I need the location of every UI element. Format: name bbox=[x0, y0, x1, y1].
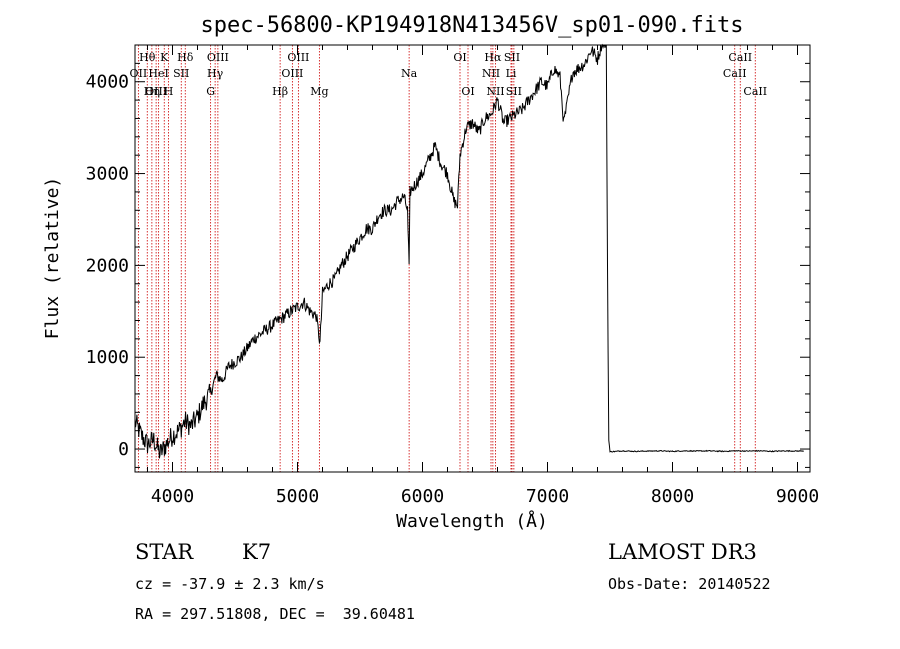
y-tick-label: 2000 bbox=[86, 255, 129, 276]
line-marker-label-16: Na bbox=[401, 67, 418, 80]
line-marker-label-4: Hδ bbox=[177, 51, 194, 64]
plot-frame bbox=[134, 44, 811, 473]
y-tick-label: 3000 bbox=[86, 164, 129, 185]
survey-name: LAMOST DR3 bbox=[608, 540, 757, 564]
object-subclass: K7 bbox=[242, 540, 272, 564]
line-marker-label-15: Mg bbox=[310, 85, 328, 98]
x-tick-label: 8000 bbox=[651, 486, 694, 507]
chart-title: spec-56800-KP194918N413456V_sp01-090.fit… bbox=[200, 13, 743, 38]
line-marker-label-8: H bbox=[164, 85, 174, 98]
observation-date: Obs-Date: 20140522 bbox=[608, 575, 771, 593]
line-marker-label-10: Hγ bbox=[207, 67, 224, 80]
line-marker-label-12: OIII bbox=[287, 51, 309, 64]
line-marker-label-25: CaII bbox=[728, 51, 752, 64]
line-marker-label-0: Hθ bbox=[139, 51, 156, 64]
redshift-cz: cz = -37.9 ± 2.3 km/s bbox=[135, 575, 325, 593]
emission-line-markers bbox=[137, 45, 756, 472]
line-marker-label-18: OI bbox=[461, 85, 474, 98]
object-class: STAR bbox=[135, 540, 194, 564]
line-marker-label-27: CaII bbox=[743, 85, 767, 98]
line-marker-label-5: HeI bbox=[148, 67, 168, 80]
line-marker-label-17: OI bbox=[453, 51, 466, 64]
x-tick-label: 6000 bbox=[401, 486, 444, 507]
y-tick-label: 1000 bbox=[86, 347, 129, 368]
line-marker-label-1: OII bbox=[130, 67, 148, 80]
y-axis-label: Flux (relative) bbox=[42, 177, 63, 340]
line-marker-label-6: SII bbox=[173, 67, 189, 80]
line-marker-label-3: K bbox=[160, 51, 169, 64]
x-tick-label: 4000 bbox=[151, 486, 194, 507]
line-marker-label-24: SII bbox=[506, 85, 522, 98]
x-axis-label: Wavelength (Å) bbox=[396, 510, 548, 532]
line-marker-label-9: OIII bbox=[207, 51, 229, 64]
line-marker-label-23: NII bbox=[486, 85, 504, 98]
line-marker-label-11: G bbox=[206, 85, 215, 98]
y-axis-ticks: 0 1000 2000 3000 4000 bbox=[86, 44, 810, 468]
x-axis-ticks: 4000 5000 6000 7000 8000 9000 bbox=[147, 45, 819, 507]
y-tick-label: 4000 bbox=[86, 72, 129, 93]
line-marker-label-21: NII bbox=[482, 67, 500, 80]
line-marker-label-20: SII bbox=[504, 51, 520, 64]
x-tick-label: 9000 bbox=[776, 486, 819, 507]
spectrum-line bbox=[134, 43, 804, 459]
x-tick-label: 5000 bbox=[276, 486, 319, 507]
line-marker-label-7: Hη bbox=[144, 85, 160, 98]
coordinates: RA = 297.51808, DEC = 39.60481 bbox=[135, 605, 415, 623]
y-tick-label: 0 bbox=[118, 439, 129, 460]
line-marker-label-26: CaII bbox=[723, 67, 747, 80]
line-marker-label-22: Li bbox=[506, 67, 517, 80]
x-tick-label: 7000 bbox=[526, 486, 569, 507]
line-marker-label-2: OIII bbox=[145, 85, 167, 98]
line-marker-label-13: OIII bbox=[281, 67, 303, 80]
line-marker-label-19: Hα bbox=[484, 51, 502, 64]
line-marker-label-14: Hβ bbox=[272, 85, 288, 98]
